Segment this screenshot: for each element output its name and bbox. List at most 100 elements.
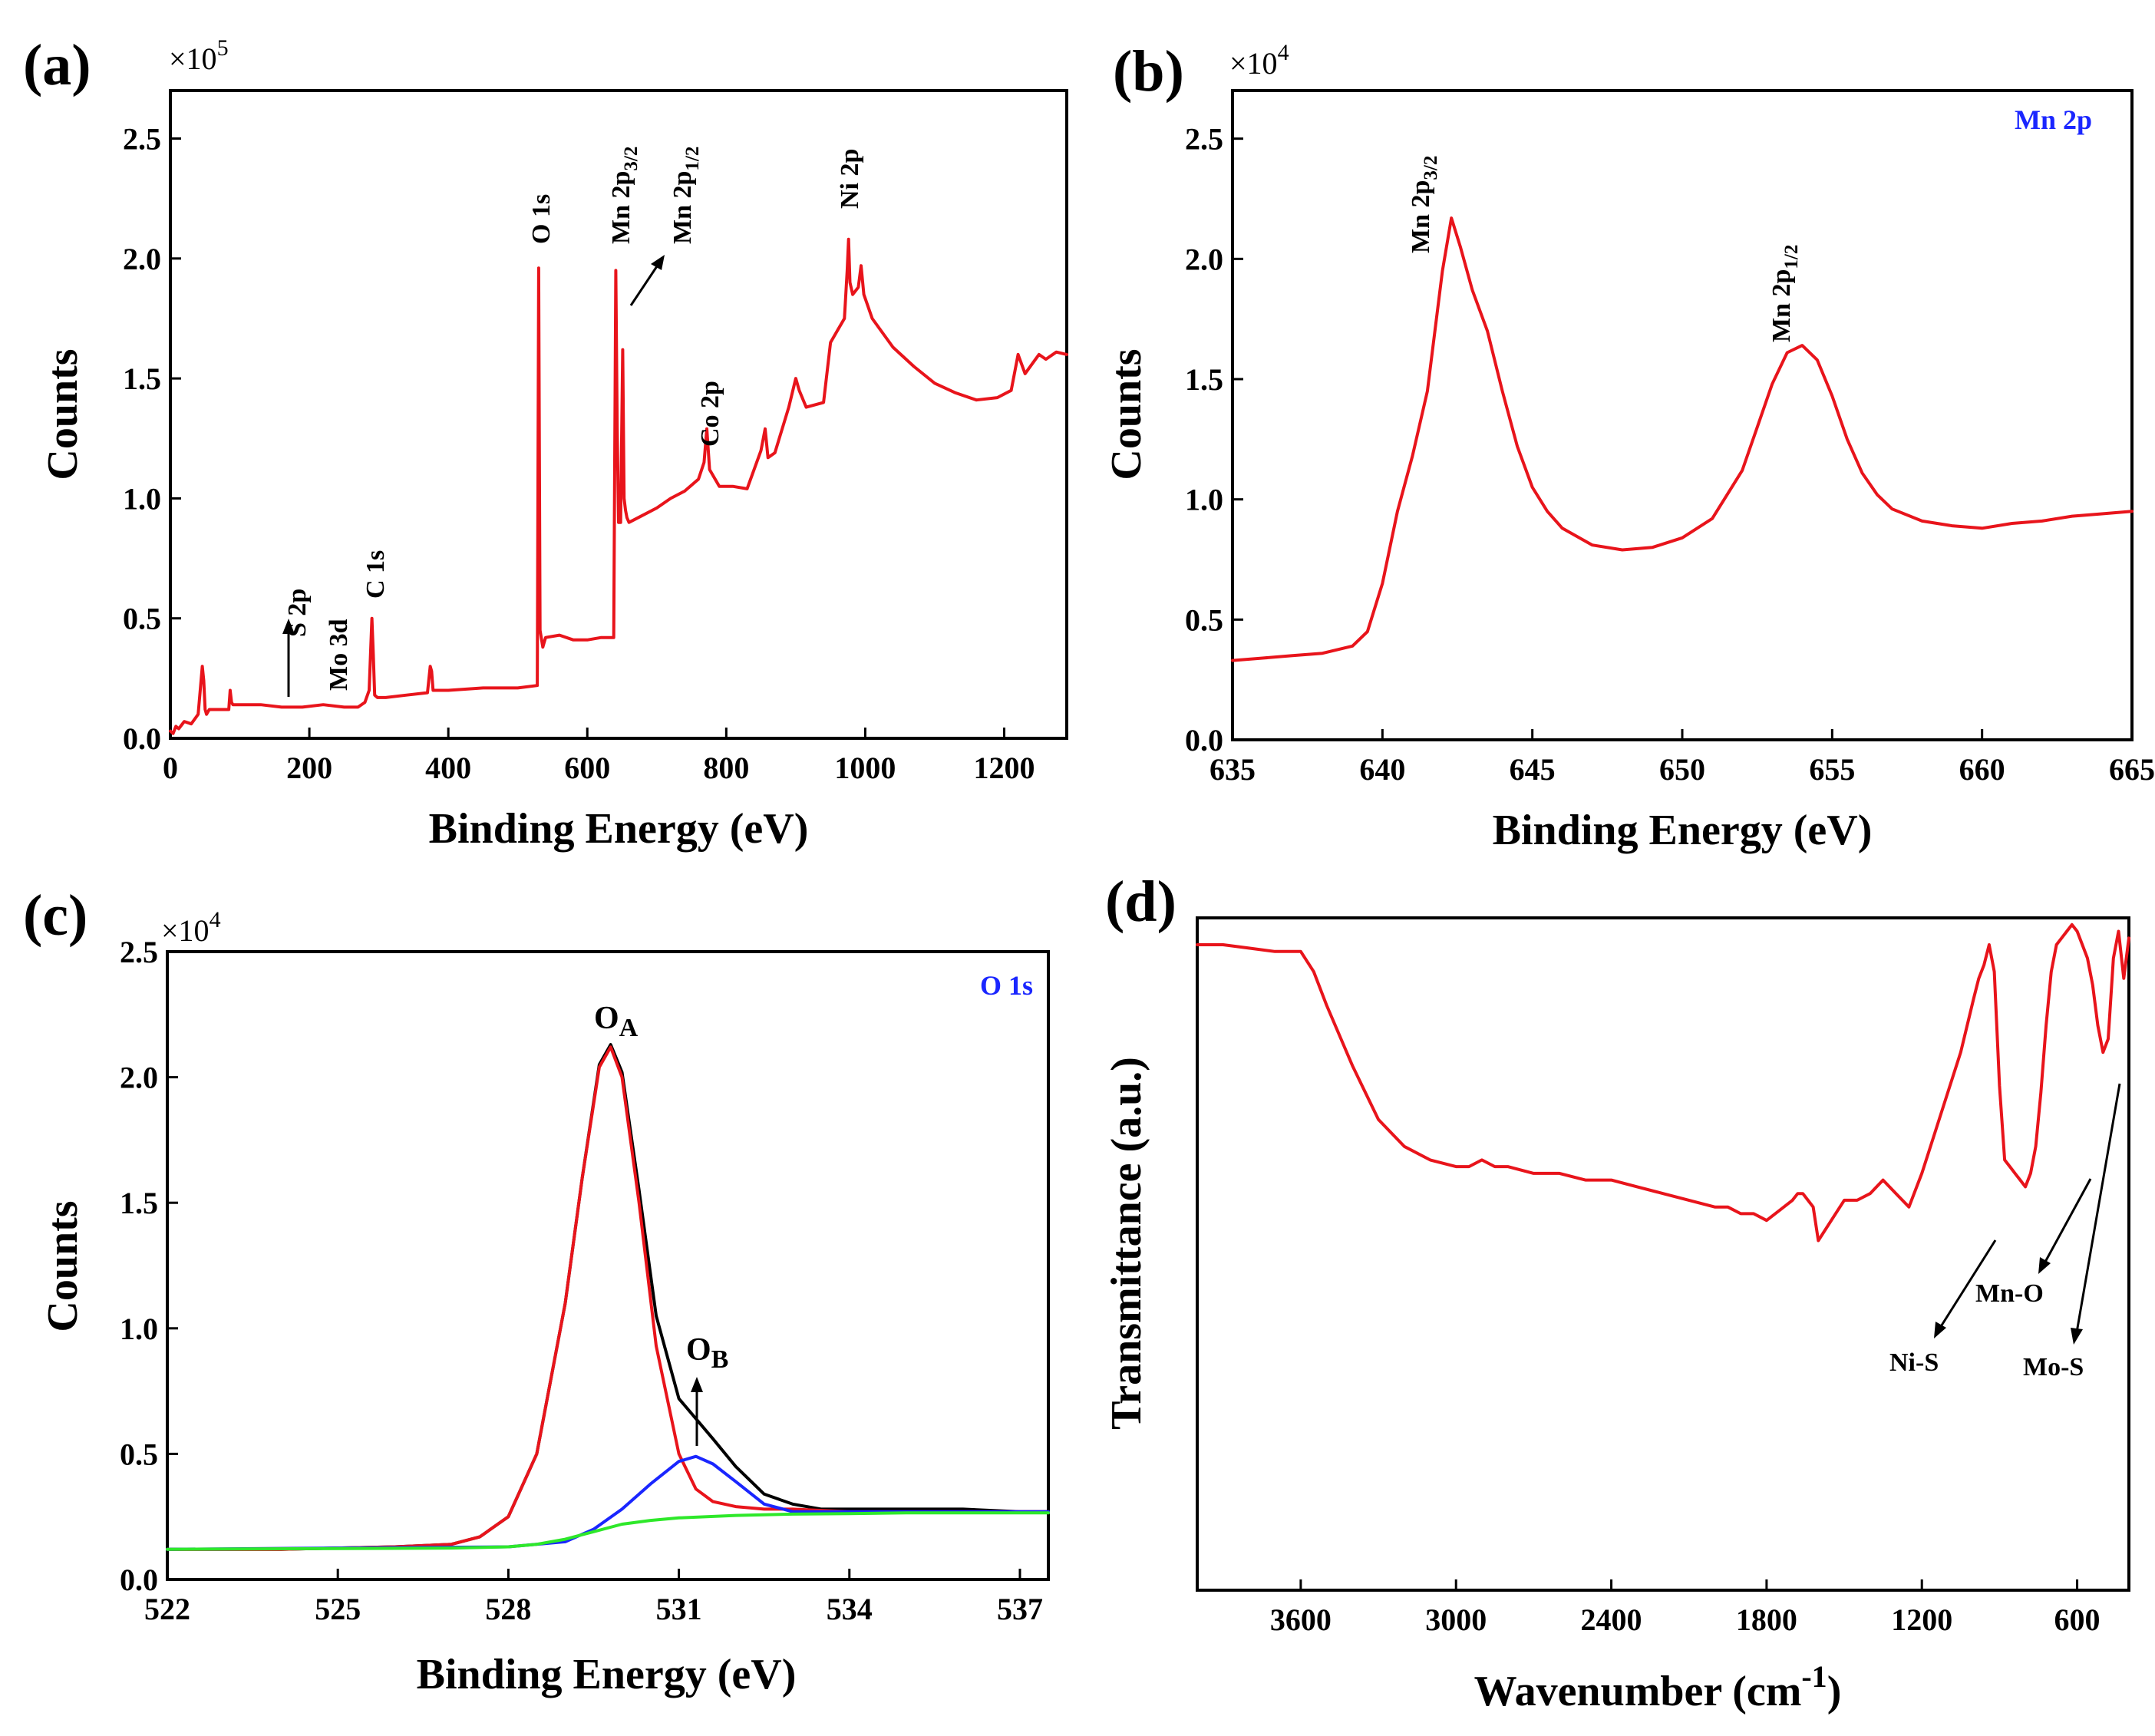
x-tick-label: 1000 bbox=[834, 751, 896, 785]
x-tick-label: 1200 bbox=[1891, 1602, 1952, 1637]
panel-c-x-ticks: 522 525 528 531 534 537 bbox=[144, 1569, 1043, 1626]
panel-a-annotation-o1s: O 1s bbox=[527, 194, 556, 244]
panel-d-arrowhead-nis bbox=[1934, 1322, 1946, 1338]
x-tick-label: 635 bbox=[1210, 752, 1256, 787]
panel-a-arrowhead-s2p bbox=[282, 619, 295, 634]
y-tick-label: 0.0 bbox=[123, 721, 161, 756]
panel-c-plot-frame bbox=[166, 950, 1050, 1581]
panel-d-annotation-mno: Mn-O bbox=[1975, 1279, 2044, 1308]
panel-a-annotation-mo3d: Mo 3d bbox=[325, 619, 353, 691]
y-tick-label: 2.5 bbox=[120, 935, 158, 969]
x-tick-label: 650 bbox=[1659, 752, 1705, 787]
panel-d: (d) 3600 3000 2400 1800 1200 600 Transmittanc… bbox=[1103, 870, 2130, 1715]
y-tick-label: 2.5 bbox=[1185, 122, 1223, 157]
x-tick-label: 600 bbox=[564, 751, 610, 785]
x-tick-label: 640 bbox=[1359, 752, 1405, 787]
y-tick-label: 2.0 bbox=[123, 242, 161, 276]
panel-c-ylabel: Counts bbox=[39, 1200, 87, 1332]
panel-a-annotation-mn2p32: Mn 2p3/2 bbox=[607, 147, 642, 244]
y-tick-label: 1.5 bbox=[123, 361, 161, 396]
panel-c-multiplier: ×104 bbox=[161, 907, 221, 948]
x-tick-label: 660 bbox=[1959, 752, 2005, 787]
panel-a: (a) ×105 0.0 0.5 1.0 1.5 2.0 2.5 0 200 400 600 80… bbox=[23, 33, 1068, 853]
panel-a-annotation-co2p: Co 2p bbox=[696, 381, 724, 447]
panel-c-annotation-ob: OB bbox=[686, 1332, 728, 1374]
panel-b-plot-frame bbox=[1231, 89, 2134, 741]
x-tick-label: 200 bbox=[286, 751, 332, 785]
panel-b-ylabel: Counts bbox=[1103, 348, 1150, 480]
panel-a-multiplier: ×105 bbox=[169, 35, 229, 76]
series-line-survey bbox=[169, 237, 1068, 735]
panel-d-x-ticks: 3600 3000 2400 1800 1200 600 bbox=[1270, 1579, 2101, 1637]
x-tick-label: 522 bbox=[144, 1592, 190, 1626]
x-tick-label: 645 bbox=[1510, 752, 1556, 787]
panel-a-ylabel: Counts bbox=[39, 348, 87, 480]
series-line-mn-2p bbox=[1231, 216, 2134, 662]
panel-a-arrowhead-mn2p12 bbox=[651, 255, 665, 270]
x-tick-label: 665 bbox=[2109, 752, 2155, 787]
panel-b-label: (b) bbox=[1113, 39, 1184, 104]
x-tick-label: 655 bbox=[1809, 752, 1855, 787]
x-tick-label: 2400 bbox=[1581, 1602, 1642, 1637]
panel-b-series bbox=[1231, 216, 2134, 662]
x-tick-label: 525 bbox=[315, 1592, 361, 1626]
x-tick-label: 1200 bbox=[974, 751, 1035, 785]
panel-a-series bbox=[169, 237, 1068, 735]
series-line-ob-fit bbox=[166, 1454, 1050, 1551]
y-tick-label: 1.0 bbox=[120, 1312, 158, 1346]
y-tick-label: 1.5 bbox=[120, 1186, 158, 1220]
panel-d-plot-frame bbox=[1196, 916, 2130, 1592]
panel-d-annotation-nis: Ni-S bbox=[1889, 1348, 1939, 1377]
panel-c: (c) ×104 0.0 0.5 1.0 1.5 2.0 2.5 522 525 528 531… bbox=[23, 883, 1050, 1698]
panel-d-annotation-mos: Mo-S bbox=[2023, 1353, 2084, 1381]
y-tick-label: 0.5 bbox=[1185, 602, 1223, 637]
y-tick-label: 1.5 bbox=[1185, 362, 1223, 397]
y-tick-label: 1.0 bbox=[123, 481, 161, 516]
panel-b-multiplier: ×104 bbox=[1229, 40, 1289, 81]
x-tick-label: 400 bbox=[425, 751, 471, 785]
x-tick-label: 3600 bbox=[1270, 1602, 1332, 1637]
panel-d-xlabel: Wavenumber (cm-1) bbox=[1474, 1659, 1842, 1715]
panel-b: (b) ×104 0.0 0.5 1.0 1.5 2.0 2.5 635 640 645 650… bbox=[1103, 39, 2155, 854]
y-tick-label: 1.0 bbox=[1185, 483, 1223, 517]
panel-d-arrow-mos bbox=[2075, 1083, 2121, 1333]
panel-d-arrow-nis bbox=[1939, 1239, 1997, 1328]
y-tick-label: 0.0 bbox=[120, 1563, 158, 1597]
panel-a-arrow-mn2p12 bbox=[629, 263, 660, 306]
panel-a-plot-frame bbox=[169, 89, 1068, 740]
x-tick-label: 3000 bbox=[1425, 1602, 1487, 1637]
panel-d-series bbox=[1196, 922, 2130, 1243]
x-tick-label: 800 bbox=[703, 751, 749, 785]
panel-d-arrowhead-mos bbox=[2071, 1328, 2083, 1345]
panel-c-y-ticks: 0.0 0.5 1.0 1.5 2.0 2.5 bbox=[120, 935, 178, 1597]
x-tick-label: 600 bbox=[2054, 1602, 2101, 1637]
panel-b-y-ticks: 0.0 0.5 1.0 1.5 2.0 2.5 bbox=[1185, 122, 1243, 757]
y-tick-label: 0.5 bbox=[120, 1437, 158, 1471]
panel-a-annotation-c1s: C 1s bbox=[361, 550, 390, 599]
panel-c-label: (c) bbox=[23, 883, 87, 948]
panel-c-tag: O 1s bbox=[980, 970, 1033, 1001]
x-tick-label: 1800 bbox=[1736, 1602, 1797, 1637]
panel-a-label: (a) bbox=[23, 33, 91, 97]
panel-a-xlabel: Binding Energy (eV) bbox=[429, 805, 809, 853]
y-tick-label: 2.0 bbox=[1185, 242, 1223, 276]
x-tick-label: 531 bbox=[656, 1592, 702, 1626]
panel-d-ylabel: Transmittance (a.u.) bbox=[1103, 1057, 1150, 1430]
panel-a-y-ticks: 0.0 0.5 1.0 1.5 2.0 2.5 bbox=[123, 122, 181, 756]
panel-c-xlabel: Binding Energy (eV) bbox=[417, 1651, 797, 1698]
y-tick-label: 2.5 bbox=[123, 122, 161, 157]
panel-c-annotation-oa: OA bbox=[594, 1001, 639, 1042]
x-tick-label: 0 bbox=[163, 751, 178, 785]
panel-a-annotation-ni2p: Ni 2p bbox=[836, 149, 864, 209]
y-tick-label: 2.0 bbox=[120, 1061, 158, 1095]
panel-b-tag: Mn 2p bbox=[2015, 104, 2092, 135]
panel-a-x-ticks: 0 200 400 600 800 1000 1200 bbox=[163, 728, 1035, 785]
series-line-background bbox=[166, 1511, 1050, 1551]
panel-b-xlabel: Binding Energy (eV) bbox=[1493, 807, 1873, 854]
series-line-envelope bbox=[166, 1043, 1050, 1551]
panel-c-series bbox=[166, 1043, 1050, 1551]
series-line-ftir bbox=[1196, 922, 2130, 1243]
x-tick-label: 534 bbox=[827, 1592, 873, 1626]
panel-b-x-ticks: 635 640 645 650 655 660 665 bbox=[1210, 729, 2155, 787]
